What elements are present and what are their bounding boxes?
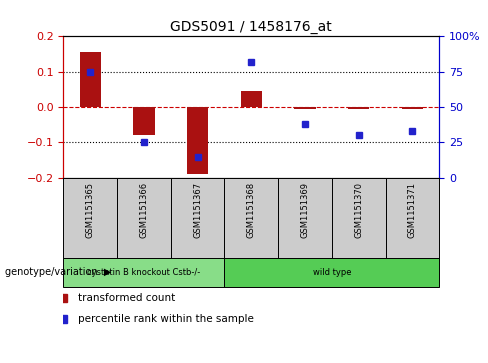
- Text: GSM1151371: GSM1151371: [408, 182, 417, 238]
- Text: percentile rank within the sample: percentile rank within the sample: [79, 314, 254, 325]
- Bar: [133, 107, 155, 135]
- Text: transformed count: transformed count: [79, 293, 176, 303]
- Text: wild type: wild type: [313, 268, 351, 277]
- Text: GSM1151370: GSM1151370: [354, 182, 363, 238]
- Text: GSM1151369: GSM1151369: [301, 182, 309, 238]
- Text: GSM1151367: GSM1151367: [193, 182, 202, 238]
- Bar: [224, 178, 278, 258]
- Bar: [80, 52, 101, 107]
- Bar: [294, 107, 316, 109]
- Bar: [187, 107, 208, 174]
- Bar: [402, 107, 423, 109]
- Bar: [241, 91, 262, 107]
- Text: genotype/variation  ▶: genotype/variation ▶: [5, 267, 111, 277]
- Bar: [224, 258, 439, 287]
- Bar: [278, 178, 332, 258]
- Bar: [171, 178, 224, 258]
- Title: GDS5091 / 1458176_at: GDS5091 / 1458176_at: [170, 20, 332, 34]
- Bar: [386, 178, 439, 258]
- Text: cystatin B knockout Cstb-/-: cystatin B knockout Cstb-/-: [87, 268, 201, 277]
- Text: GSM1151365: GSM1151365: [86, 182, 95, 238]
- Bar: [332, 178, 386, 258]
- Bar: [63, 258, 224, 287]
- Text: GSM1151366: GSM1151366: [140, 182, 148, 238]
- Text: GSM1151368: GSM1151368: [247, 182, 256, 238]
- Bar: [348, 107, 369, 109]
- Bar: [117, 178, 171, 258]
- Bar: [63, 178, 117, 258]
